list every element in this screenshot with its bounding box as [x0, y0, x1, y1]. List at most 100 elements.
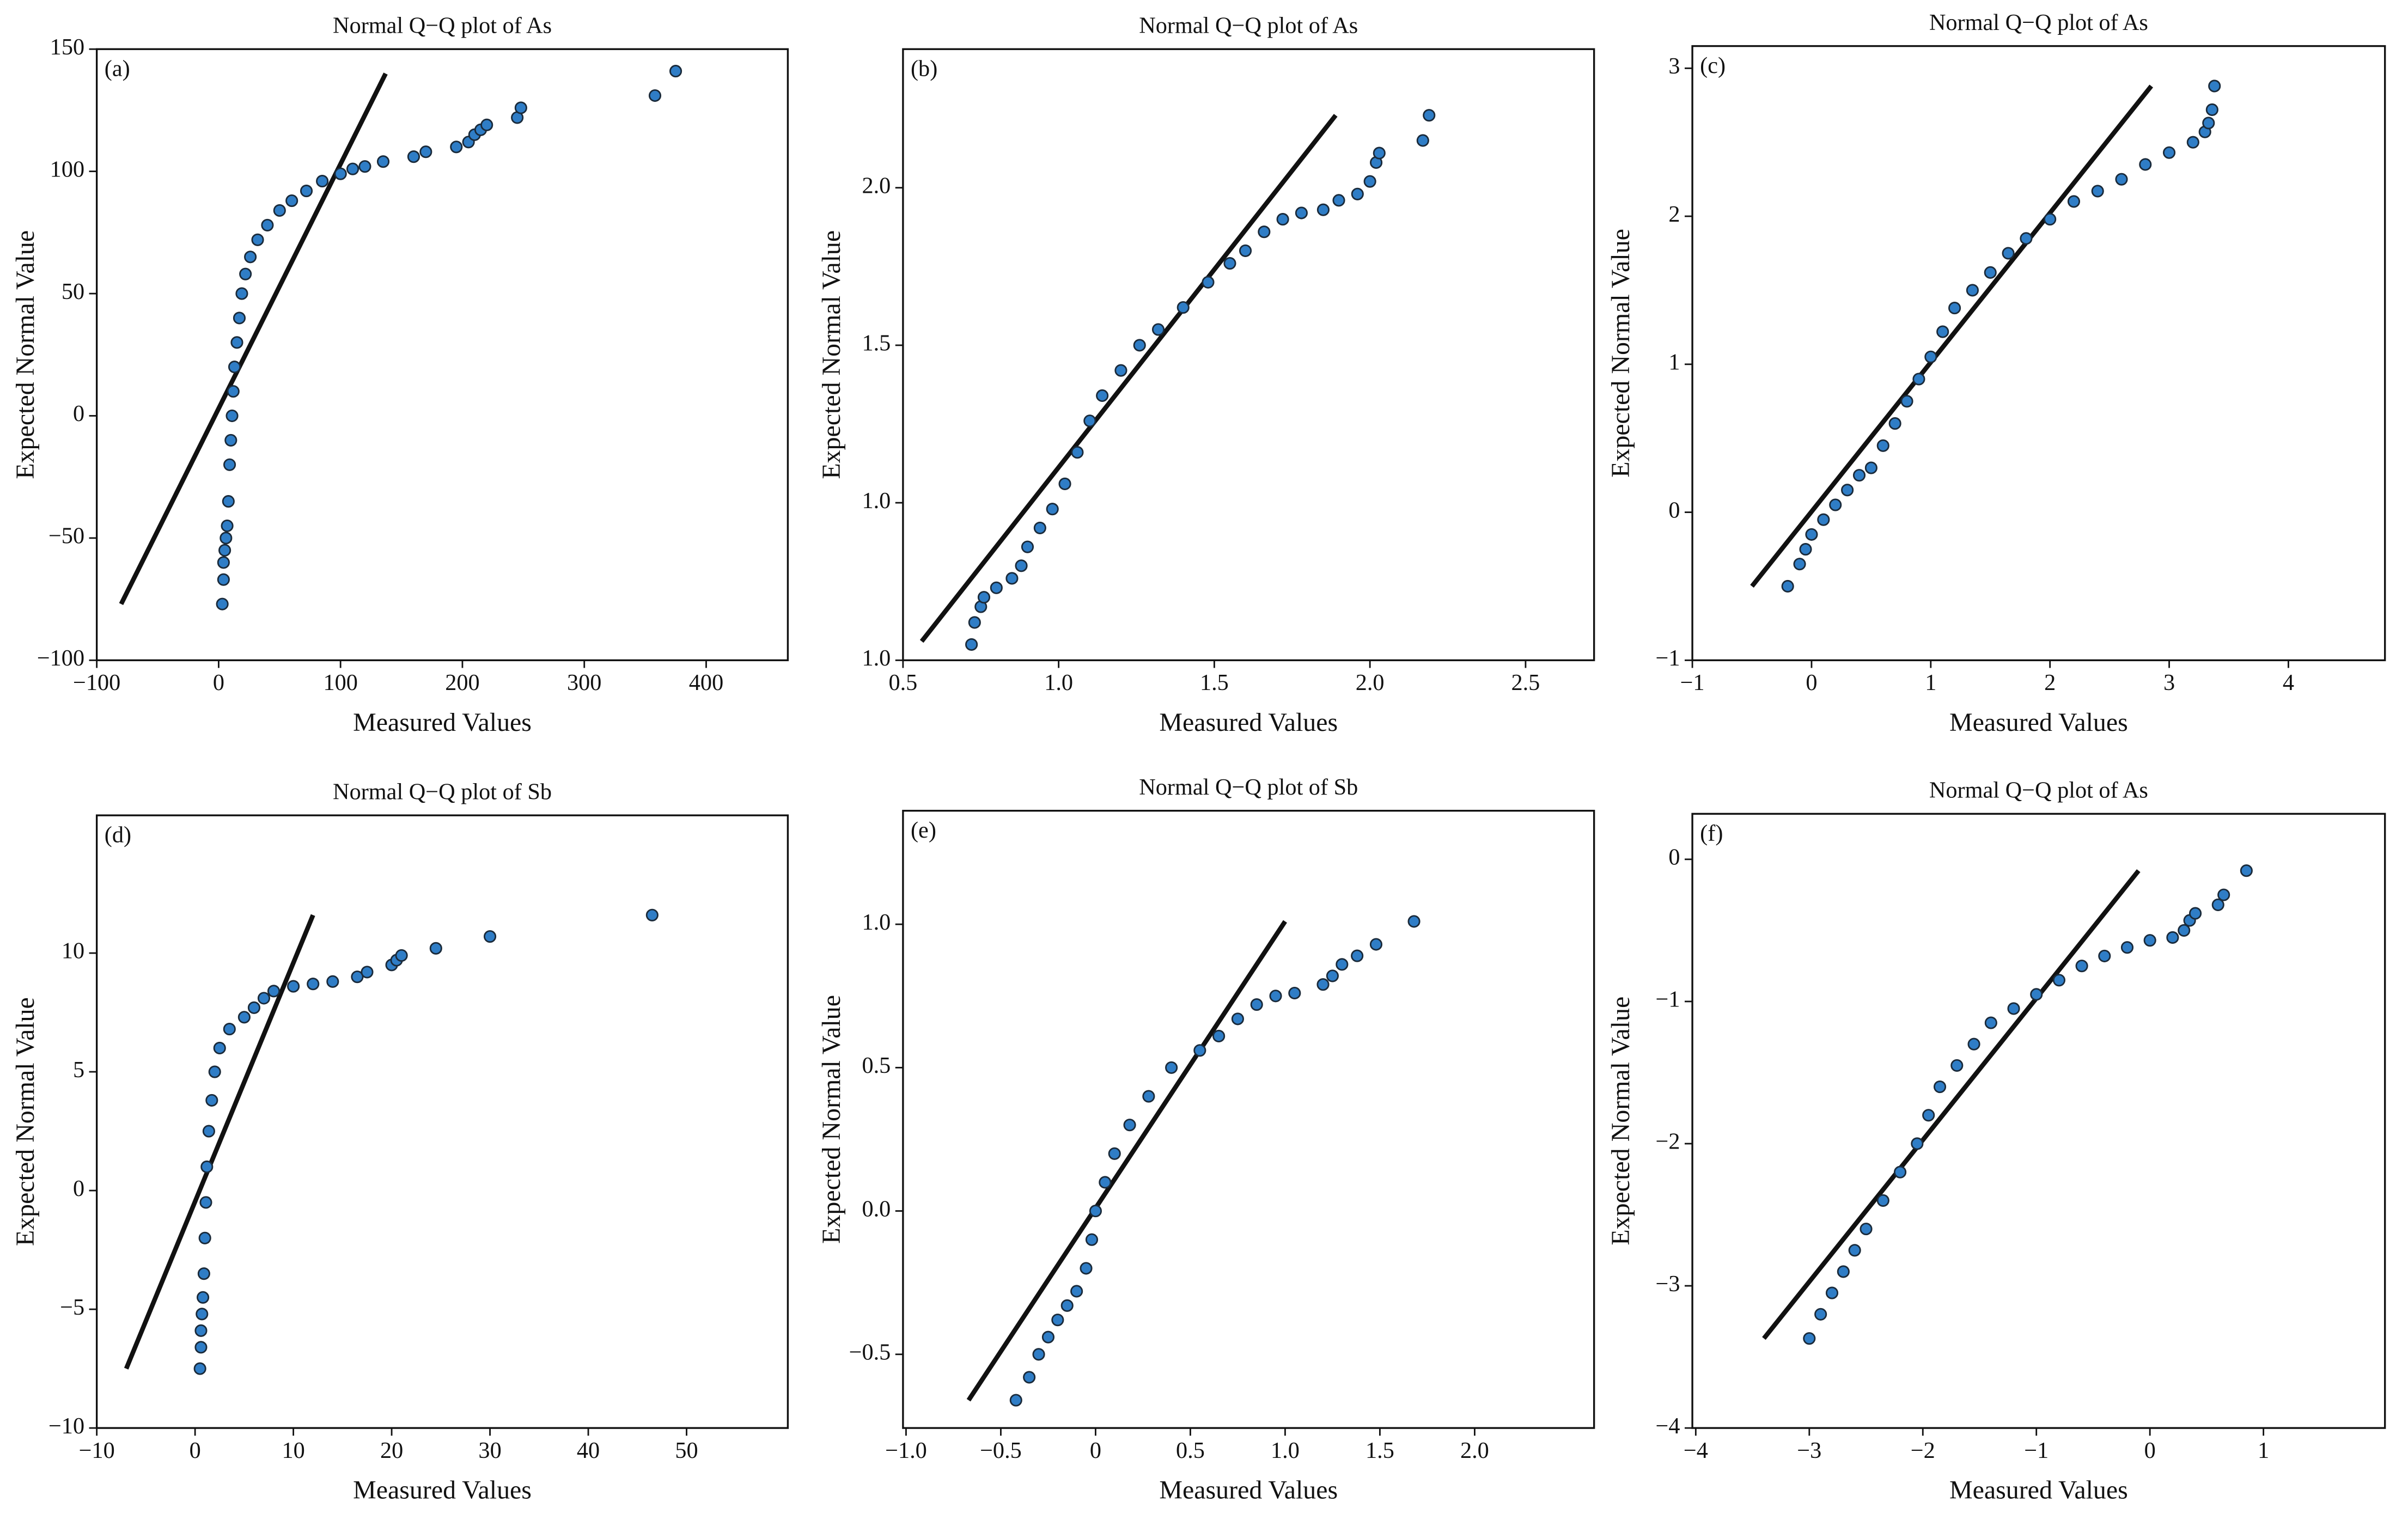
data-point: [1911, 1137, 1924, 1150]
data-point: [669, 65, 682, 78]
y-tick-label: −4: [1656, 1413, 1680, 1439]
x-tick-label: 0.5: [888, 670, 917, 695]
data-point: [237, 1011, 251, 1024]
data-point: [1876, 439, 1889, 452]
data-point: [217, 556, 230, 569]
y-tick-label: −5: [60, 1295, 84, 1320]
data-point: [1231, 1012, 1244, 1025]
x-tick-label: 40: [577, 1438, 600, 1463]
data-point: [1288, 986, 1301, 1000]
data-point: [205, 1094, 218, 1107]
data-point: [1407, 915, 1421, 928]
data-point: [1258, 225, 1271, 239]
data-point: [217, 573, 230, 586]
data-point: [239, 267, 252, 280]
data-point: [235, 287, 248, 300]
data-point: [358, 160, 371, 173]
x-tick-label: −3: [1797, 1438, 1821, 1463]
data-point: [1108, 1147, 1121, 1160]
data-point: [208, 1065, 221, 1078]
y-tick-label: −1: [1656, 645, 1680, 671]
data-point: [1114, 364, 1127, 377]
data-point: [193, 1362, 206, 1375]
data-point: [1936, 325, 1949, 338]
y-tick-label: 0: [1668, 845, 1680, 870]
x-tick-label: 50: [675, 1438, 698, 1463]
chart-title: Normal Q−Q plot of Sb: [1139, 774, 1358, 800]
data-point: [2020, 232, 2033, 245]
x-axis-label: Measured Values: [1949, 1476, 2128, 1505]
data-point: [1369, 938, 1383, 951]
data-point: [351, 970, 364, 984]
panel: Normal Q−Q plot of Sb (e) Measured Values E…: [817, 774, 1595, 1505]
y-tick-label: 3: [1668, 53, 1680, 79]
data-point: [1423, 109, 1436, 122]
x-tick-label: 20: [380, 1438, 403, 1463]
y-tick-label: −10: [48, 1413, 84, 1439]
data-point: [1276, 213, 1289, 226]
data-point: [1363, 175, 1376, 188]
y-tick-label: 1: [1668, 350, 1680, 375]
data-point: [1829, 498, 1842, 511]
data-point: [1223, 257, 1236, 270]
y-axis-label: Expected Normal Value: [817, 995, 846, 1244]
y-tick-label: −100: [37, 645, 84, 671]
y-tick-label: 0: [73, 401, 84, 426]
data-point: [965, 638, 978, 651]
data-point: [224, 434, 237, 447]
data-point: [2007, 1002, 2020, 1015]
x-tick-label: 0: [1806, 670, 1817, 695]
data-point: [2162, 146, 2176, 159]
panel-label: (e): [911, 817, 936, 843]
panel-label: (c): [1700, 53, 1726, 78]
x-tick-label: 0: [190, 1438, 201, 1463]
data-point: [196, 1308, 209, 1321]
data-point: [1071, 446, 1084, 459]
x-tick-label: 0: [2144, 1438, 2156, 1463]
x-tick-label: −100: [73, 670, 120, 695]
x-tick-label: 2.0: [1460, 1438, 1489, 1463]
data-point: [1799, 542, 1812, 556]
data-point: [251, 233, 264, 246]
data-point: [346, 162, 359, 175]
data-point: [1326, 969, 1339, 982]
data-point: [1967, 1037, 1980, 1051]
data-point: [230, 336, 243, 349]
data-point: [199, 1196, 212, 1209]
data-point: [1793, 558, 1806, 571]
data-point: [1825, 1286, 1839, 1299]
data-point: [1336, 958, 1349, 971]
data-point: [1852, 469, 1866, 482]
x-axis-label: Measured Values: [1159, 708, 1338, 737]
data-point: [227, 385, 240, 398]
panel-label: (d): [105, 822, 131, 847]
x-tick-label: 0.5: [1176, 1438, 1205, 1463]
x-tick-label: 300: [567, 670, 601, 695]
data-point: [1193, 1044, 1206, 1057]
data-point: [2044, 212, 2057, 226]
data-point: [361, 966, 374, 979]
data-point: [273, 204, 286, 217]
data-point: [1046, 503, 1059, 516]
panel: Normal Q−Q plot of As (b) Measured Values E…: [817, 13, 1595, 737]
data-point: [198, 1231, 211, 1244]
x-tick-label: 1.5: [1365, 1438, 1394, 1463]
data-point: [2211, 898, 2224, 911]
data-point: [2052, 974, 2065, 987]
data-point: [1123, 1119, 1136, 1132]
data-point: [514, 101, 527, 114]
data-point: [2186, 136, 2199, 149]
data-point: [1922, 1109, 1935, 1122]
data-point: [1876, 1194, 1889, 1207]
data-point: [2217, 888, 2230, 901]
data-point: [1888, 417, 1901, 430]
x-tick-label: 400: [689, 670, 723, 695]
data-point: [2188, 907, 2202, 920]
reference-line: [119, 72, 388, 606]
y-axis-label: Expected Normal Value: [11, 230, 40, 479]
data-point: [1250, 998, 1263, 1011]
x-tick-label: −1: [1680, 670, 1705, 695]
data-point: [316, 175, 329, 188]
data-point: [1948, 302, 1961, 315]
data-point: [2067, 195, 2081, 208]
